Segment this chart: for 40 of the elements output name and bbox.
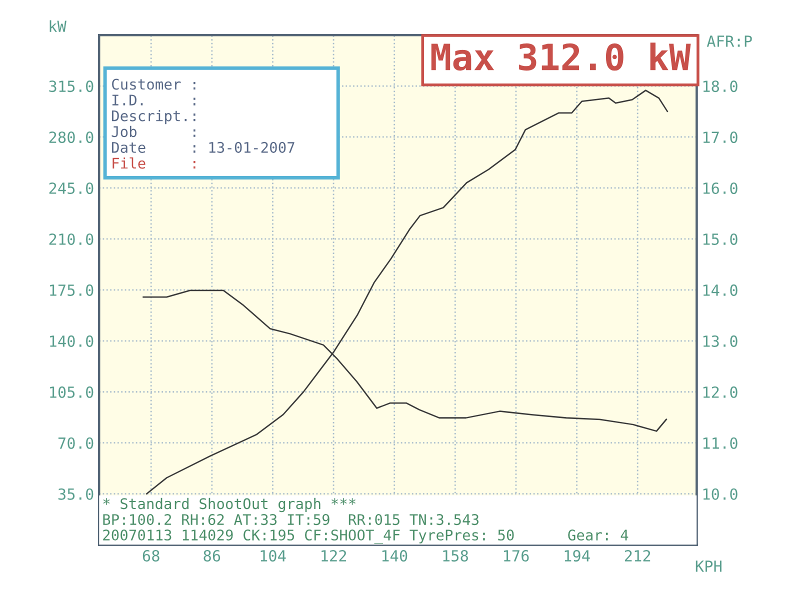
annotation: * Standard ShootOut graph *** bbox=[103, 498, 356, 512]
annotation: Descript.: bbox=[112, 110, 196, 124]
y-tick-label: 315.0 bbox=[49, 80, 94, 92]
y2-tick-label: 14.0 bbox=[703, 284, 738, 296]
x-tick-label: 140 bbox=[382, 550, 408, 562]
annotation: BP:100.2 RH:62 AT:33 IT:59 RR:015 TN:3.543 bbox=[103, 514, 479, 526]
y-tick-label: 105.0 bbox=[50, 386, 94, 398]
y2-tick-label: 17.0 bbox=[703, 131, 738, 144]
x-tick-label: 194 bbox=[564, 550, 590, 562]
annotation: Customer : bbox=[112, 78, 196, 90]
x-tick-label: 104 bbox=[260, 550, 286, 562]
annotation: 20070113 114029 CK:195 CF:SHOOT_4F TyrePres: 50 Gear: 4 bbox=[103, 530, 628, 544]
annotation: Date : 13-01-2007 bbox=[112, 142, 294, 153]
y2-tick-label: 12.0 bbox=[703, 386, 738, 398]
annotation: Max 312.0 kW bbox=[431, 42, 691, 71]
y-tick-label: 140.0 bbox=[50, 335, 94, 347]
annotation: Job : bbox=[112, 126, 196, 138]
x-tick-label: 176 bbox=[504, 550, 529, 562]
y2-tick-label: 11.0 bbox=[703, 437, 738, 449]
y2-tick-label: 13.0 bbox=[703, 335, 738, 347]
annotation: File : bbox=[112, 157, 196, 169]
y-tick-label: 245.0 bbox=[49, 182, 94, 194]
y-tick-label: 70.0 bbox=[58, 437, 94, 449]
x-tick-label: 212 bbox=[624, 550, 650, 562]
annotation: I.D. : bbox=[112, 94, 196, 106]
x-axis-title: KPH bbox=[696, 560, 722, 572]
x-tick-label: 68 bbox=[142, 550, 160, 562]
y-tick-label: 280.0 bbox=[49, 131, 94, 144]
y-tick-label: 35.0 bbox=[58, 488, 94, 500]
y-tick-label: 210.0 bbox=[49, 233, 94, 246]
y2-axis-title: AFR:P bbox=[706, 36, 752, 47]
x-tick-label: 158 bbox=[443, 550, 468, 562]
x-tick-label: 86 bbox=[204, 550, 220, 562]
y2-tick-label: 18.0 bbox=[703, 80, 738, 92]
y2-tick-label: 10.0 bbox=[703, 488, 738, 500]
y2-tick-label: 16.0 bbox=[703, 182, 738, 194]
y-tick-label: 175.0 bbox=[50, 284, 94, 296]
x-tick-label: 122 bbox=[322, 550, 346, 562]
y-axis-title: kW bbox=[50, 20, 66, 32]
y2-tick-label: 15.0 bbox=[703, 233, 738, 246]
